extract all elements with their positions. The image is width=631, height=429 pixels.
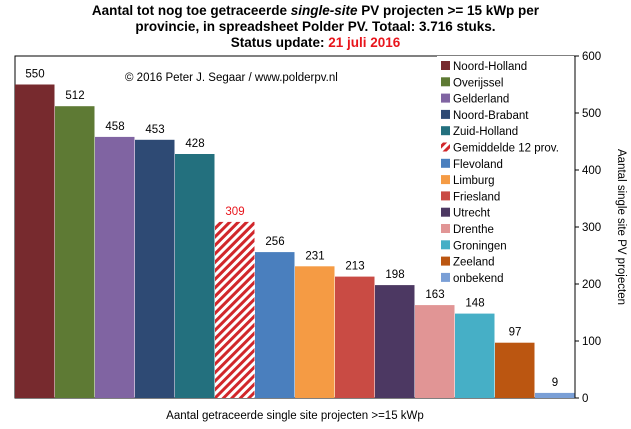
legend-swatch — [441, 109, 450, 119]
bar-overijssel — [55, 106, 95, 398]
bar-flevoland — [255, 252, 295, 398]
bar-value-label: 231 — [305, 250, 324, 262]
value-labels-group: 550 512 458 453 428 309 256 231 213 198 163 148 97 9 — [25, 69, 558, 389]
legend-swatch — [441, 77, 450, 87]
legend-swatch — [441, 126, 450, 136]
bar-value-label: 97 — [509, 327, 522, 339]
legend-label: Groningen — [453, 240, 507, 252]
title-line-2: provincie, in spreadsheet Polder PV. Tot… — [135, 19, 496, 34]
legend-swatch — [441, 256, 450, 266]
legend-swatch — [441, 175, 450, 185]
legend-label: Noord-Brabant — [453, 110, 529, 122]
chart-title: Aantal tot nog toe getraceerde single-si… — [0, 3, 631, 51]
y-tick-label: 600 — [582, 51, 601, 63]
legend-swatch — [441, 191, 450, 201]
legend-swatch — [441, 158, 450, 168]
bar-noord-holland — [15, 84, 55, 398]
status-update-label: Status update: — [230, 35, 329, 50]
legend-label: Friesland — [453, 191, 500, 203]
bar-value-label: 213 — [345, 261, 364, 273]
bar-value-label: 550 — [25, 69, 44, 81]
legend-swatch — [441, 93, 450, 103]
bar-value-label: 256 — [265, 236, 284, 248]
bar-utrecht — [375, 285, 415, 398]
bar-value-label: 148 — [465, 298, 484, 310]
bar-zeeland — [495, 342, 535, 398]
legend-label: Zeeland — [453, 257, 495, 269]
legend-swatch — [441, 61, 450, 70]
legend-label: Gelderland — [453, 94, 509, 106]
legend: Noord-Holland Overijssel Gelderland Noord-B… — [437, 56, 574, 289]
legend-label: Utrecht — [453, 208, 491, 220]
bar-drenthe — [415, 305, 455, 398]
copyright-text: © 2016 Peter J. Segaar / www.polderpv.nl — [125, 72, 338, 84]
legend-swatch — [441, 142, 450, 152]
bar-gemiddelde-12-prov — [215, 221, 255, 398]
bar-gelderland — [95, 136, 135, 398]
bar-noord-brabant — [135, 139, 175, 399]
x-axis-label: Aantal getraceerde single site projecten… — [166, 410, 424, 422]
title-line-3: Status update: 21 juli 2016 — [0, 35, 631, 51]
bar-onbekend — [535, 392, 575, 398]
y-tick-label: 0 — [582, 393, 588, 405]
y-tick-label: 300 — [582, 222, 601, 234]
y-tick-label: 200 — [582, 279, 601, 291]
y-tick-label: 500 — [582, 108, 601, 120]
y-axis: 0 100 200 300 400 500 600 — [575, 51, 601, 405]
bar-value-label: 458 — [105, 121, 124, 133]
legend-label: Limburg — [453, 175, 495, 187]
legend-label: Flevoland — [453, 159, 503, 171]
title-line-1-end: PV projecten >= 15 kWp per — [357, 3, 540, 18]
bar-value-label: 428 — [185, 138, 204, 150]
legend-swatch — [441, 240, 450, 250]
legend-swatch — [441, 272, 450, 282]
bar-value-label: 512 — [65, 90, 84, 102]
y-axis-label: Aantal single site PV projecten — [615, 149, 627, 305]
legend-label: onbekend — [453, 273, 504, 285]
legend-label: Gemiddelde 12 prov. — [453, 143, 559, 155]
bar-groningen — [455, 313, 495, 398]
bar-zuid-holland — [175, 154, 215, 398]
bar-value-label: 198 — [385, 269, 404, 281]
legend-label: Noord-Holland — [453, 61, 527, 73]
bars-group — [15, 84, 575, 399]
y-tick-label: 100 — [582, 336, 601, 348]
status-update-date: 21 juli 2016 — [328, 35, 401, 50]
legend-background — [437, 56, 574, 289]
legend-swatch — [441, 207, 450, 217]
bar-value-label: 163 — [425, 289, 444, 301]
title-line-1-start: Aantal tot nog toe getraceerde — [91, 3, 291, 18]
y-tick-label: 400 — [582, 165, 601, 177]
bar-value-label: 9 — [552, 377, 558, 389]
legend-swatch — [441, 224, 450, 233]
bar-friesland — [335, 276, 375, 398]
bar-limburg — [295, 266, 335, 398]
title-line-1: Aantal tot nog toe getraceerde single-si… — [0, 3, 631, 19]
bar-value-label: 453 — [145, 124, 164, 136]
bar-value-label: 309 — [225, 206, 244, 218]
legend-label: Overijssel — [453, 77, 503, 89]
title-line-1-emphasis: single-site — [290, 3, 358, 18]
legend-label: Zuid-Holland — [453, 126, 518, 138]
legend-label: Drenthe — [453, 224, 494, 236]
